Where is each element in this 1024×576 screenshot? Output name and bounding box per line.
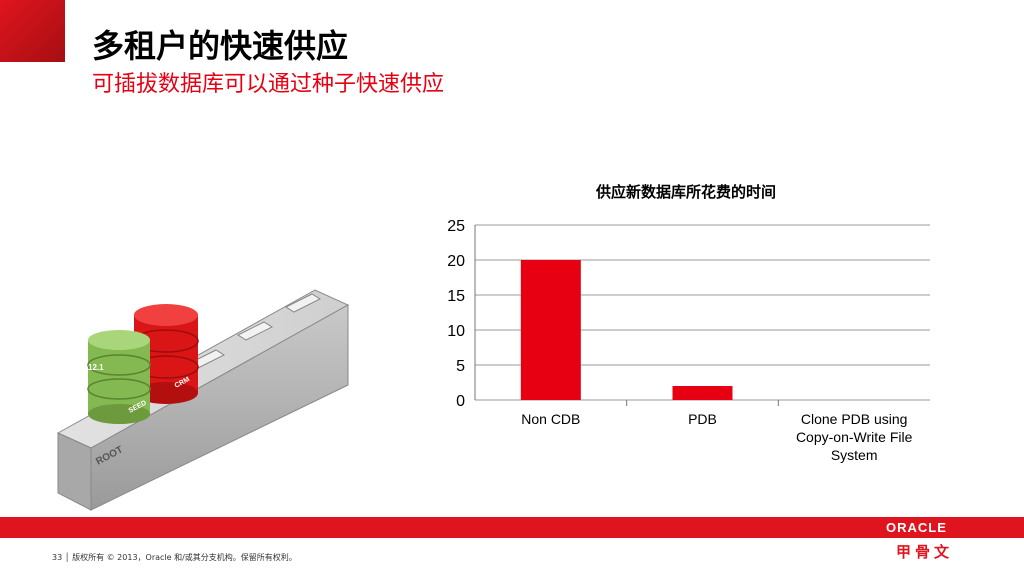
- chart-y-ticks: 0 5 10 15 20 25: [447, 218, 465, 410]
- y-tick-label: 5: [456, 358, 465, 375]
- chart-title: 供应新数据库所花费的时间: [595, 183, 776, 201]
- x-tick-label: Non CDB: [521, 411, 580, 427]
- chart-x-labels: Non CDB PDB Clone PDB using Copy-on-Write F…: [521, 411, 912, 463]
- y-tick-label: 15: [447, 288, 465, 305]
- oracle-cn-logo: 甲骨文: [896, 543, 954, 561]
- page-number: 33: [52, 553, 63, 562]
- seed-database-icon: 12.1 SEED: [87, 330, 151, 424]
- bar: [672, 386, 733, 400]
- y-tick-label: 10: [447, 323, 465, 340]
- chart-bars: [520, 260, 733, 400]
- copyright: 版权所有 © 2013，Oracle 和/或其分支机构。保留所有权利。: [72, 553, 297, 562]
- provisioning-time-chart: 供应新数据库所花费的时间 0 5 10 15 20 25 Non CDB PDB Clone …: [447, 183, 930, 463]
- version-label: 12.1: [88, 363, 104, 372]
- y-tick-label: 25: [447, 218, 465, 235]
- oracle-logo: ORACLE: [886, 520, 947, 535]
- x-tick-label: PDB: [688, 411, 717, 427]
- footer: 33 │ 版权所有 © 2013，Oracle 和/或其分支机构。保留所有权利。: [52, 552, 297, 563]
- bar: [520, 260, 581, 400]
- slide-title: 多租户的快速供应: [92, 27, 349, 65]
- y-tick-label: 0: [456, 393, 465, 410]
- footer-separator: │: [64, 553, 73, 562]
- footer-band: [0, 517, 1024, 538]
- multitenant-illustration: ROOT CRM 12.1 SEED: [56, 289, 350, 511]
- container-block-side: [57, 432, 92, 511]
- corner-accent: [0, 0, 65, 62]
- y-tick-label: 20: [447, 253, 465, 270]
- x-tick-label: Clone PDB using Copy-on-Write File System: [796, 411, 913, 463]
- slide-subtitle: 可插拔数据库可以通过种子快速供应: [92, 72, 445, 97]
